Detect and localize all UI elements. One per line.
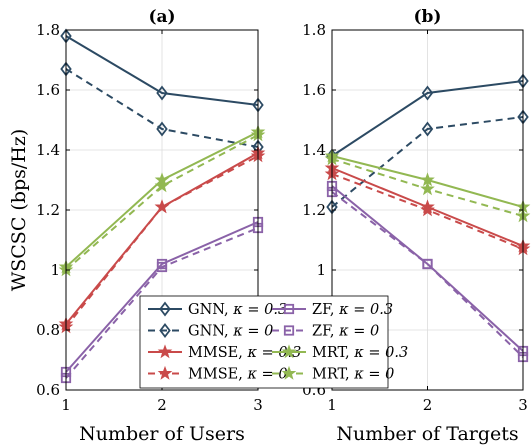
xtick-label: 3 [518, 396, 528, 414]
ytick-label: 1.6 [36, 81, 60, 99]
data-point-gnn-kappa-0-3-x2 [156, 85, 168, 101]
legend-box [139, 295, 389, 389]
series-line [331, 80, 524, 157]
legend-item-gnn-kappa-0-3: GNN, κ = 0.3 [148, 301, 287, 318]
ytick-label: 1.4 [36, 141, 60, 159]
xtick-label: 1 [327, 396, 337, 414]
legend-item-mrt-kappa-0-3: MRT, κ = 0.3 [272, 344, 408, 361]
data-point-gnn-kappa-0-3-x2 [421, 85, 434, 101]
legend-label: ZF, κ = 0.3 [312, 302, 393, 318]
legend-item-zf-kappa-0-3: ZF, κ = 0.3 [272, 302, 393, 318]
legend-swatch-marker [157, 365, 173, 380]
x-axis-label: Number of Targets [336, 423, 518, 445]
series-line [65, 227, 259, 379]
legend-item-mrt-kappa-0: MRT, κ = 0 [272, 365, 394, 383]
legend-label: MRT, κ = 0.3 [312, 345, 408, 361]
chart-panel-a: 0.6 0.8 1 1.2 1.4 1.6 1.8 1 2 3 (a) Number of Users… [8, 7, 266, 445]
data-point-mrt-kappa-0-x2 [420, 181, 435, 196]
legend-label: GNN, κ = 0.3 [188, 302, 287, 318]
legend-label: MRT, κ = 0 [312, 367, 394, 383]
legend-label: GNN, κ = 0 [188, 324, 273, 340]
x-axis-label: Number of Users [79, 423, 245, 445]
xtick-label: 1 [61, 396, 71, 414]
data-point-zf-kappa-0-x2 [422, 258, 433, 270]
legend-item-gnn-kappa-0: GNN, κ = 0 [148, 323, 273, 340]
data-point-mmse-kappa-0-x2 [154, 199, 170, 214]
panel-title: (b) [414, 7, 442, 27]
ytick-label: 0.8 [36, 321, 60, 339]
series-line [65, 68, 259, 148]
legend-item-mmse-kappa-0: MMSE, κ = 0 [148, 365, 288, 383]
ytick-label: 1.8 [36, 21, 60, 39]
series-line [331, 191, 524, 358]
data-point-gnn-kappa-0-x2 [421, 121, 434, 137]
legend-label: MMSE, κ = 0 [188, 367, 288, 383]
data-point-mrt-kappa-0-x2 [154, 178, 170, 193]
xtick-label: 2 [423, 396, 433, 414]
data-point-mmse-kappa-0-x2 [420, 202, 435, 217]
ytick-label: 0.6 [36, 381, 60, 399]
xtick-label: 2 [157, 396, 167, 414]
ytick-label: 1 [316, 261, 326, 279]
series-line [65, 35, 259, 106]
panel-title: (a) [148, 7, 175, 27]
legend-swatch-marker [283, 303, 295, 315]
legend-item-zf-kappa-0: ZF, κ = 0 [272, 324, 379, 340]
legend-swatch-marker [159, 301, 171, 317]
y-axis-label: WSCSC (bps/Hz) [8, 129, 30, 292]
series-gnn-kappa-0 [60, 61, 264, 155]
legend-swatch-marker [159, 323, 171, 338]
ytick-label: 1.2 [302, 201, 326, 219]
legend: GNN, κ = 0.3 ZF, κ = 0.3 GNN, κ = 0 ZF, κ =… [139, 295, 408, 389]
ytick-label: 1.2 [36, 201, 60, 219]
series-line [65, 155, 259, 328]
series-line [65, 134, 259, 271]
ytick-label: 1 [50, 261, 60, 279]
series-line [331, 185, 524, 352]
ytick-label: 1.4 [302, 141, 326, 159]
ytick-label: 1.6 [302, 81, 326, 99]
legend-swatch-marker [157, 344, 173, 359]
data-point-zf-kappa-0-x2 [156, 261, 168, 273]
xtick-label: 3 [253, 396, 263, 414]
legend-label: ZF, κ = 0 [312, 324, 379, 340]
legend-swatch-marker [281, 365, 297, 380]
ytick-label: 1.8 [302, 21, 326, 39]
legend-swatch-marker [283, 325, 295, 336]
series-line [65, 221, 259, 373]
legend-swatch-marker [281, 344, 297, 359]
data-point-gnn-kappa-0-x2 [156, 121, 168, 137]
